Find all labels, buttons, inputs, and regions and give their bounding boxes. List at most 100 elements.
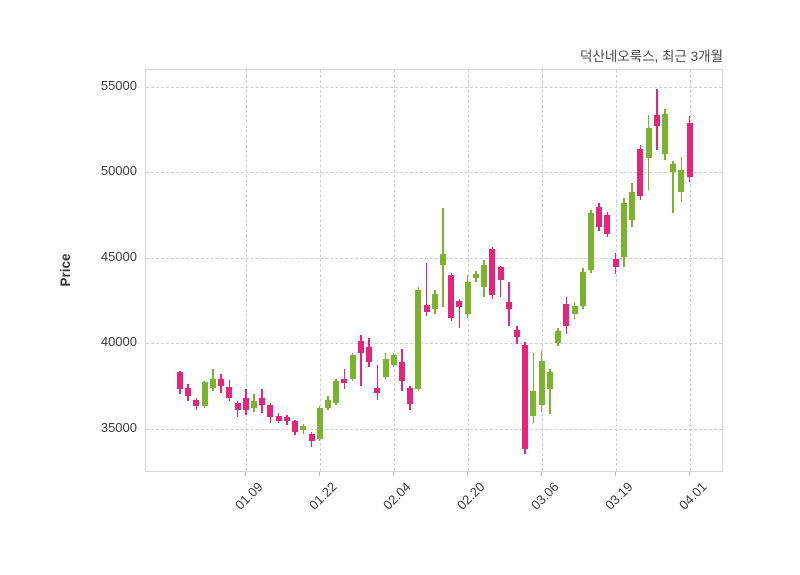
plot-area [145,69,723,472]
v-gridline [541,70,543,471]
y-tick-label: 45000 [100,248,137,264]
candle-body-up [324,399,331,409]
candle-body-down [177,372,183,390]
h-gridline [146,172,722,174]
candle-body-down [604,215,611,234]
candle-body-down [366,347,373,363]
v-gridline [245,70,247,471]
x-tick-label: 01.09 [231,479,266,513]
candle-body-up [629,191,636,220]
candle-body-down [398,362,405,381]
candle-down [376,365,379,401]
candle-body-up [555,331,562,344]
candle-body-up [620,203,627,257]
candle-body-up [201,382,208,407]
y-tick-label: 55000 [100,78,137,94]
candle-body-down [226,386,233,398]
candle-body-down [259,397,266,405]
candle-body-up [333,380,340,403]
x-tick-mark [244,472,246,476]
candle-body-up [349,355,356,380]
candle-body-up [472,273,479,279]
v-gridline [467,70,469,471]
x-tick-mark [540,472,542,476]
candle-body-up [670,163,677,172]
candle-body-down [637,148,644,197]
candle-down [499,266,502,298]
candle-down [343,368,346,390]
x-tick-label: 04.01 [675,479,710,513]
candle-body-down [308,433,315,441]
candle-up [549,368,551,415]
candle-up [532,353,535,423]
h-gridline [146,343,722,345]
candle-body-down [653,114,660,127]
h-gridline [146,257,722,259]
candle-body-down [275,415,282,421]
v-gridline [393,70,395,471]
candle-body-down [514,330,521,338]
candle-body-down [563,303,570,327]
candle-body-down [234,402,241,410]
candle-body-down [423,304,430,312]
candle-body-down [283,416,290,421]
candle-body-up [571,305,578,315]
candle-body-down [448,274,455,318]
candle-down [360,334,362,386]
candle-body-down [357,340,364,354]
x-tick-label: 03.19 [601,479,636,513]
x-tick-mark [466,472,468,476]
x-tick-label: 01.22 [305,479,340,513]
candle-body-up [538,360,545,405]
candle-body-down [407,387,414,404]
candle-body-down [596,206,603,228]
candle-body-down [185,387,192,397]
candle-body-up [250,401,257,409]
candle-body-up [661,113,668,154]
candle-body-down [497,267,504,281]
candle-body-up [316,408,323,439]
candle-body-up [481,265,488,287]
candle-body-up [464,281,471,315]
candle-body-up [415,290,422,390]
candle-body-down [612,258,619,268]
candle-body-up [678,170,685,192]
x-tick-label: 02.20 [453,479,488,513]
x-tick-mark [688,472,690,476]
chart-title: 덕산네오룩스, 최근 3개월 [580,49,723,64]
h-gridline [146,428,722,430]
candle-body-up [209,379,216,388]
y-tick-label: 35000 [100,419,137,435]
candle-body-up [300,426,307,431]
candle-body-up [431,293,438,310]
candle-body-down [505,302,512,310]
x-tick-label: 03.06 [527,479,562,513]
candle-body-down [267,404,274,417]
h-gridline [146,87,722,89]
candle-body-up [440,253,447,266]
candle-body-up [546,372,553,390]
candle-body-down [522,344,529,450]
candle-down [458,298,461,328]
candle-body-up [530,391,537,416]
candle-body-up [645,127,652,159]
v-gridline [319,70,321,471]
candle-body-up [588,213,594,270]
candle-body-down [218,379,225,386]
candle-body-up [390,355,397,366]
candle-body-up [579,271,586,306]
x-tick-mark [392,472,394,476]
candle-body-up [382,358,389,378]
candle-body-down [489,249,496,296]
candle-up [672,160,674,214]
x-tick-label: 02.04 [379,479,414,513]
candle-body-down [242,397,249,410]
y-tick-label: 50000 [100,163,137,179]
x-tick-mark [614,472,616,476]
candle-down [425,262,428,316]
candle-body-down [456,300,463,308]
candle-body-down [374,387,381,393]
candle-body-down [292,420,299,432]
v-gridline [689,70,691,471]
